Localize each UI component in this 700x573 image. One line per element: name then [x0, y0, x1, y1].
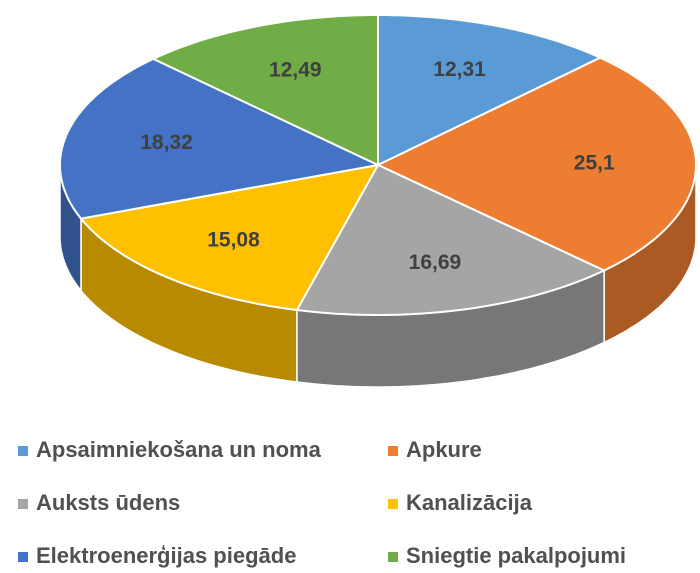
pie-slice	[150, 14, 379, 167]
legend-label: Auksts ūdens	[36, 490, 180, 515]
legend-label: Apkure	[406, 437, 482, 462]
legend-swatch	[18, 552, 28, 562]
pie-slice	[295, 163, 607, 316]
pie-slice	[58, 57, 382, 220]
value-label: 12,31	[433, 58, 486, 81]
legend-swatch	[18, 499, 28, 509]
legend-label: Elektroenerģijas piegāde	[36, 543, 296, 568]
legend-swatch	[18, 446, 28, 456]
legend-swatch	[388, 446, 398, 456]
pie-slice	[377, 14, 603, 167]
value-label: 25,1	[574, 152, 615, 175]
value-label: 18,32	[140, 131, 193, 154]
legend-label: Kanalizācija	[406, 490, 533, 515]
pie-slice	[375, 56, 697, 272]
pie-slice	[79, 163, 380, 312]
value-label: 16,69	[409, 251, 462, 274]
value-label: 12,49	[269, 58, 322, 81]
legend-label: Sniegtie pakalpojumi	[406, 543, 626, 568]
legend-swatch	[388, 499, 398, 509]
legend-swatch	[388, 552, 398, 562]
legend-label: Apsaimniekošana un noma	[36, 437, 322, 462]
value-label: 15,08	[207, 228, 260, 251]
